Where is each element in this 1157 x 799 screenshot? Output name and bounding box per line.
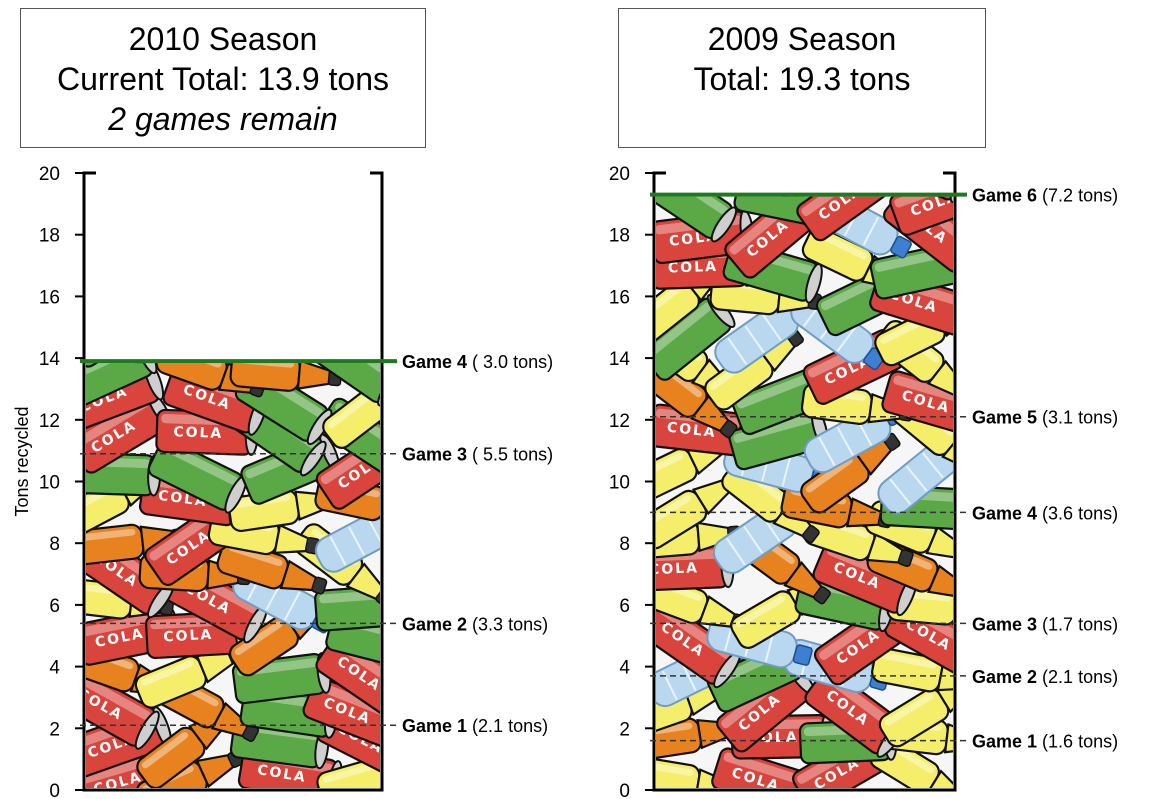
svg-text:COLA: COLA xyxy=(163,627,214,646)
title-2010-line1: 2010 Season xyxy=(128,21,318,57)
y-tick-label-0-4: 8 xyxy=(49,534,60,555)
y-tick-label-1-10: 20 xyxy=(609,164,630,185)
game-label-0-1: Game 2 (3.3 tons) xyxy=(402,614,548,634)
y-tick-label-0-7: 14 xyxy=(39,349,61,370)
y-tick-label-0-0: 0 xyxy=(49,781,60,799)
y-tick-label-0-5: 10 xyxy=(39,473,60,494)
container-outline-1 xyxy=(652,171,957,792)
game-label-0-2: Game 3 ( 5.5 tons) xyxy=(402,445,553,465)
y-tick-label-0-8: 16 xyxy=(39,287,60,308)
y-tick-label-1-6: 12 xyxy=(609,411,630,432)
y-tick-label-0-10: 20 xyxy=(39,164,60,185)
y-tick-label-1-2: 4 xyxy=(619,658,630,679)
title-box-2010: 2010 Season Current Total: 13.9 tons 2 g… xyxy=(20,8,426,148)
game-label-1-2: Game 3 (1.7 tons) xyxy=(972,614,1118,634)
y-tick-label-1-3: 6 xyxy=(619,596,630,617)
svg-text:COLA: COLA xyxy=(731,108,783,143)
y-tick-label-1-4: 8 xyxy=(619,534,630,555)
svg-text:COLA: COLA xyxy=(910,118,960,159)
y-tick-label-1-9: 18 xyxy=(609,226,630,247)
svg-text:COLA: COLA xyxy=(668,259,718,277)
game-label-1-1: Game 2 (2.1 tons) xyxy=(972,667,1118,687)
y-tick-label-1-0: 0 xyxy=(619,781,630,799)
y-tick-label-1-7: 14 xyxy=(609,349,631,370)
y-tick-label-0-6: 12 xyxy=(39,411,60,432)
svg-text:COLA: COLA xyxy=(649,560,700,578)
game-label-1-3: Game 4 (3.6 tons) xyxy=(972,503,1118,523)
title-2010-line2: Current Total: 13.9 tons xyxy=(56,61,390,97)
game-label-1-5: Game 6 (7.2 tons) xyxy=(972,186,1118,206)
y-tick-label-1-1: 2 xyxy=(619,719,630,740)
y-tick-label-0-1: 2 xyxy=(49,719,60,740)
game-label-1-4: Game 5 (3.1 tons) xyxy=(972,408,1118,428)
game-label-0-3: Game 4 ( 3.0 tons) xyxy=(402,352,553,372)
title-2009-line1: 2009 Season xyxy=(707,21,897,57)
y-tick-label-1-8: 16 xyxy=(609,287,630,308)
y-tick-label-1-5: 10 xyxy=(609,473,630,494)
game-label-1-0: Game 1 (1.6 tons) xyxy=(972,732,1118,752)
title-2009-line2: Total: 19.3 tons xyxy=(693,61,911,97)
y-tick-label-0-3: 6 xyxy=(49,596,60,617)
game-label-0-0: Game 1 (2.1 tons) xyxy=(402,716,548,736)
y-axis-label-0: Tons recycled xyxy=(12,406,32,516)
title-2010-line3: 2 games remain xyxy=(108,101,338,137)
y-tick-label-0-2: 4 xyxy=(49,658,60,679)
y-tick-label-0-9: 18 xyxy=(39,226,60,247)
title-box-2009: 2009 Season Total: 19.3 tons xyxy=(618,8,986,148)
svg-text:COLA: COLA xyxy=(885,145,937,180)
container-outline-0 xyxy=(82,171,384,792)
svg-text:COLA: COLA xyxy=(173,424,223,442)
